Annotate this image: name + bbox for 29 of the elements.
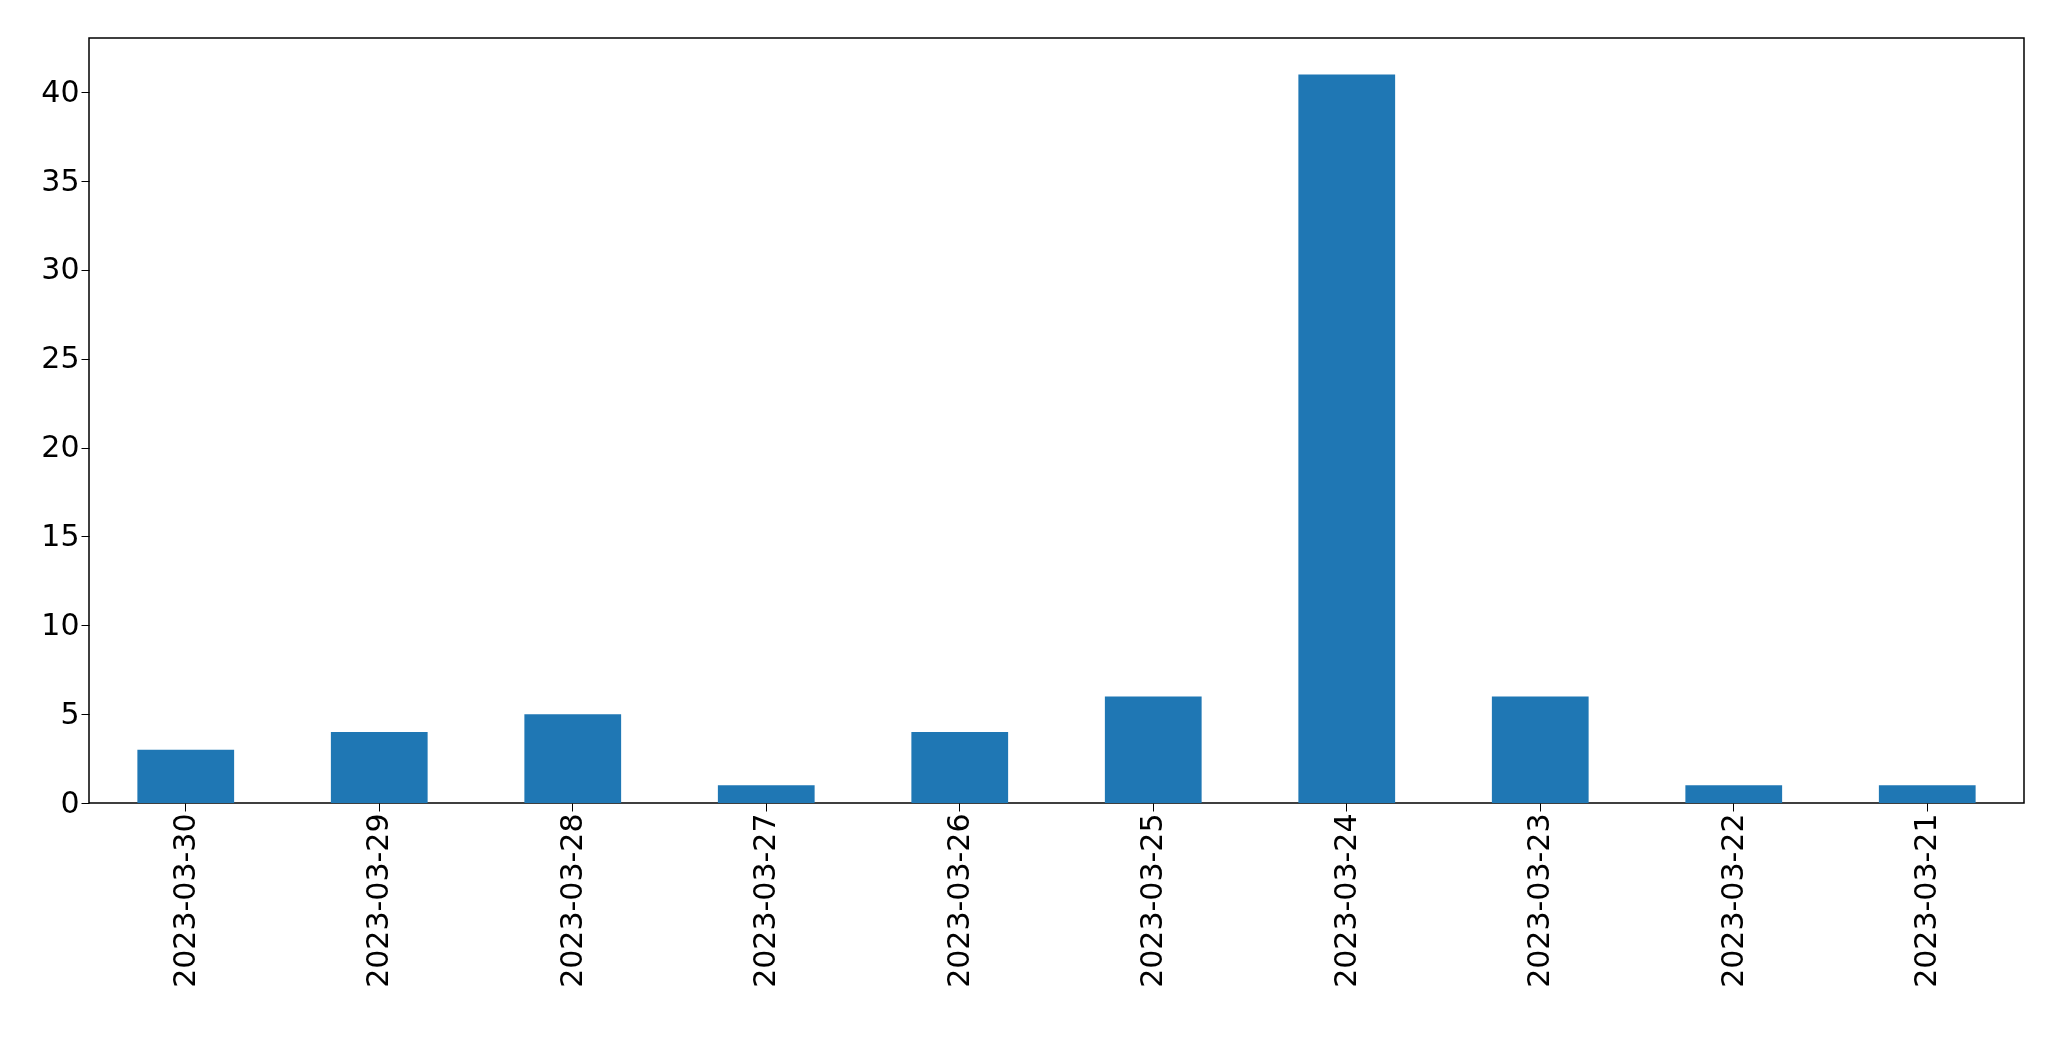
x-tick-label: 2023-03-24 — [1327, 813, 1363, 988]
bar — [1878, 785, 1976, 803]
y-tick-label: 35 — [41, 162, 80, 198]
y-tick-label: 25 — [41, 340, 80, 376]
bar — [330, 731, 428, 803]
x-tick-label: 2023-03-30 — [166, 813, 202, 988]
y-tick-label: 40 — [41, 73, 80, 109]
y-tick-label: 15 — [41, 517, 80, 553]
bar — [524, 714, 622, 803]
x-tick-label: 2023-03-29 — [360, 813, 396, 988]
y-tick-label: 0 — [60, 784, 80, 820]
bar — [1104, 696, 1202, 803]
bar — [1491, 696, 1589, 803]
x-tick-label: 2023-03-22 — [1714, 813, 1750, 988]
y-tick-label: 10 — [41, 606, 80, 642]
bar — [911, 731, 1009, 803]
x-tick-label: 2023-03-25 — [1134, 813, 1170, 988]
bar — [1298, 74, 1396, 803]
bar — [137, 749, 235, 803]
bar — [717, 785, 815, 803]
y-tick-label: 30 — [41, 251, 80, 287]
x-tick-label: 2023-03-23 — [1521, 813, 1557, 988]
x-tick-label: 2023-03-27 — [747, 813, 783, 988]
bar — [1685, 785, 1783, 803]
x-tick-label: 2023-03-28 — [553, 813, 589, 988]
x-tick-label: 2023-03-21 — [1908, 813, 1944, 988]
y-tick-label: 20 — [41, 429, 80, 465]
y-tick-label: 5 — [60, 695, 80, 731]
x-tick-label: 2023-03-26 — [940, 813, 976, 988]
